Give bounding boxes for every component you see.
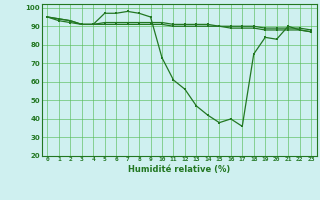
- X-axis label: Humidité relative (%): Humidité relative (%): [128, 165, 230, 174]
